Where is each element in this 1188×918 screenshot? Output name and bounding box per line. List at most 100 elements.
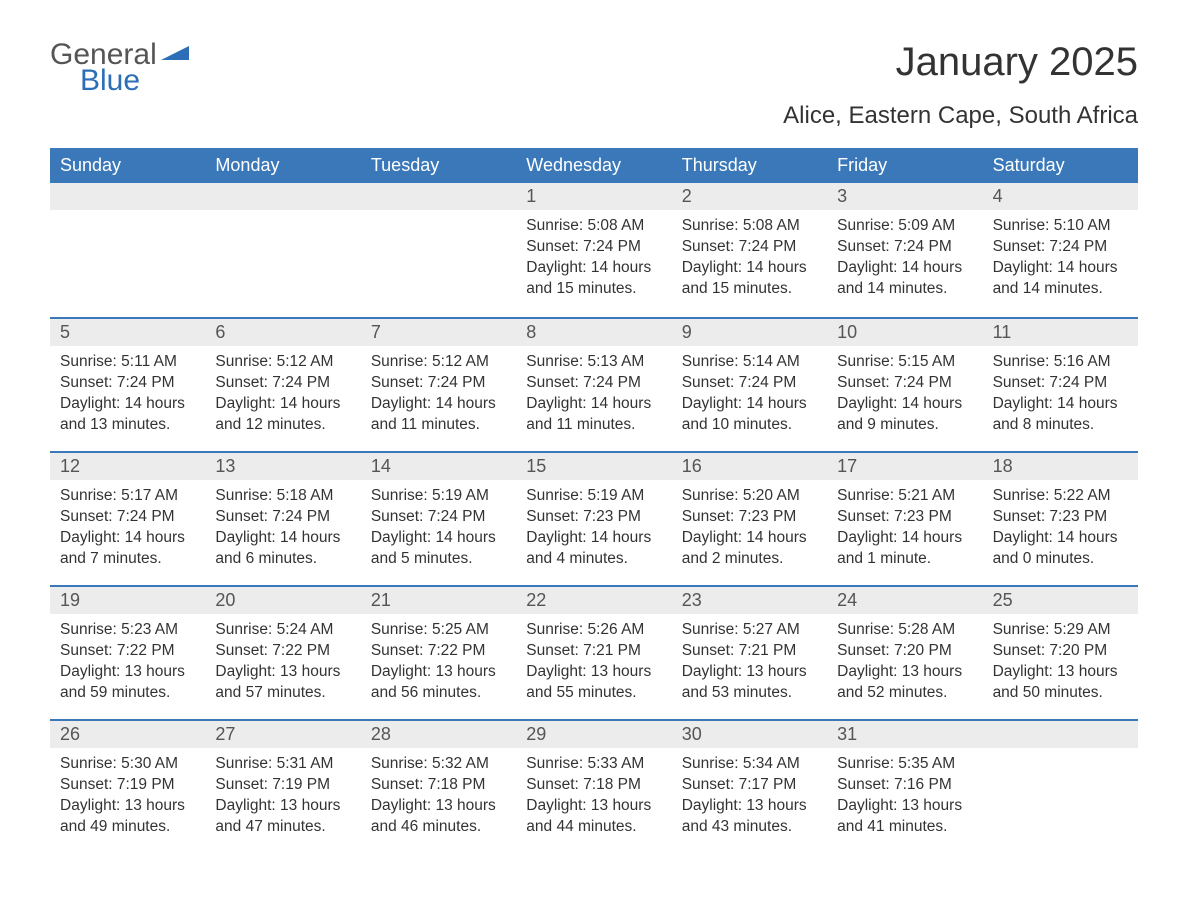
daylight-text: Daylight: 14 hours and 6 minutes. [215,528,350,570]
sunset-text: Sunset: 7:24 PM [837,237,972,258]
day-cell [50,183,205,317]
day-cell: 16Sunrise: 5:20 AMSunset: 7:23 PMDayligh… [672,453,827,585]
day-cell: 23Sunrise: 5:27 AMSunset: 7:21 PMDayligh… [672,587,827,719]
daylight-text: Daylight: 14 hours and 12 minutes. [215,394,350,436]
sunset-text: Sunset: 7:23 PM [993,507,1128,528]
day-cell: 27Sunrise: 5:31 AMSunset: 7:19 PMDayligh… [205,721,360,853]
sunset-text: Sunset: 7:20 PM [993,641,1128,662]
daylight-text: Daylight: 14 hours and 11 minutes. [526,394,661,436]
day-body: Sunrise: 5:13 AMSunset: 7:24 PMDaylight:… [516,346,671,448]
daylight-text: Daylight: 13 hours and 53 minutes. [682,662,817,704]
day-body: Sunrise: 5:26 AMSunset: 7:21 PMDaylight:… [516,614,671,716]
day-number: 13 [205,453,360,480]
sunset-text: Sunset: 7:24 PM [682,373,817,394]
day-body: Sunrise: 5:33 AMSunset: 7:18 PMDaylight:… [516,748,671,850]
day-cell: 1Sunrise: 5:08 AMSunset: 7:24 PMDaylight… [516,183,671,317]
day-number: 25 [983,587,1138,614]
sunrise-text: Sunrise: 5:34 AM [682,754,817,775]
sunrise-text: Sunrise: 5:32 AM [371,754,506,775]
weekday-header: Sunday [50,148,205,183]
day-cell: 30Sunrise: 5:34 AMSunset: 7:17 PMDayligh… [672,721,827,853]
sunrise-text: Sunrise: 5:12 AM [215,352,350,373]
daylight-text: Daylight: 14 hours and 0 minutes. [993,528,1128,570]
day-cell: 17Sunrise: 5:21 AMSunset: 7:23 PMDayligh… [827,453,982,585]
day-cell: 25Sunrise: 5:29 AMSunset: 7:20 PMDayligh… [983,587,1138,719]
sunset-text: Sunset: 7:17 PM [682,775,817,796]
day-number: 23 [672,587,827,614]
day-cell: 7 Sunrise: 5:12 AMSunset: 7:24 PMDaylight… [361,319,516,451]
sunrise-text: Sunrise: 5:30 AM [60,754,195,775]
daylight-text: Daylight: 14 hours and 11 minutes. [371,394,506,436]
sunset-text: Sunset: 7:24 PM [526,373,661,394]
sunset-text: Sunset: 7:22 PM [371,641,506,662]
day-body: Sunrise: 5:30 AMSunset: 7:19 PMDaylight:… [50,748,205,850]
day-number [361,183,516,210]
daylight-text: Daylight: 14 hours and 5 minutes. [371,528,506,570]
sunset-text: Sunset: 7:24 PM [993,373,1128,394]
day-body: Sunrise: 5:16 AMSunset: 7:24 PMDaylight:… [983,346,1138,448]
day-cell: 18Sunrise: 5:22 AMSunset: 7:23 PMDayligh… [983,453,1138,585]
daylight-text: Daylight: 13 hours and 57 minutes. [215,662,350,704]
day-cell: 9Sunrise: 5:14 AMSunset: 7:24 PMDaylight… [672,319,827,451]
day-cell: 15Sunrise: 5:19 AMSunset: 7:23 PMDayligh… [516,453,671,585]
day-cell: 3Sunrise: 5:09 AMSunset: 7:24 PMDaylight… [827,183,982,317]
day-cell: 6Sunrise: 5:12 AMSunset: 7:24 PMDaylight… [205,319,360,451]
day-cell: 19Sunrise: 5:23 AMSunset: 7:22 PMDayligh… [50,587,205,719]
daylight-text: Daylight: 13 hours and 46 minutes. [371,796,506,838]
day-body: Sunrise: 5:35 AMSunset: 7:16 PMDaylight:… [827,748,982,850]
sunset-text: Sunset: 7:20 PM [837,641,972,662]
day-cell: 20Sunrise: 5:24 AMSunset: 7:22 PMDayligh… [205,587,360,719]
sunrise-text: Sunrise: 5:35 AM [837,754,972,775]
sunrise-text: Sunrise: 5:19 AM [526,486,661,507]
sunset-text: Sunset: 7:18 PM [371,775,506,796]
day-number: 20 [205,587,360,614]
logo: General Blue [50,40,189,96]
weekday-header-row: SundayMondayTuesdayWednesdayThursdayFrid… [50,148,1138,183]
sunset-text: Sunset: 7:19 PM [215,775,350,796]
sunrise-text: Sunrise: 5:29 AM [993,620,1128,641]
calendar-week: 1 Sunrise: 5:08 AM Sunset: 7:24 PM Daylight… [50,183,1138,317]
day-number: 5 [50,319,205,346]
day-number: 7 [361,319,516,346]
day-body: Sunrise: 5:12 AMSunset: 7:24 PMDaylight:… [205,346,360,448]
daylight-text: Daylight: 13 hours and 47 minutes. [215,796,350,838]
sunrise-text: Sunrise: 5:26 AM [526,620,661,641]
logo-text-blue: Blue [80,66,189,96]
daylight-text: Daylight: 13 hours and 43 minutes. [682,796,817,838]
daylight-text: Daylight: 13 hours and 52 minutes. [837,662,972,704]
daylight-text: Daylight: 13 hours and 55 minutes. [526,662,661,704]
sunset-text: Sunset: 7:16 PM [837,775,972,796]
day-number: 31 [827,721,982,748]
day-body: Sunrise: 5:28 AMSunset: 7:20 PMDaylight:… [827,614,982,716]
day-body: Sunrise: 5:11 AMSunset: 7:24 PMDaylight:… [50,346,205,448]
calendar-weeks: 1Sunrise: 5:08 AMSunset: 7:24 PMDaylight… [50,183,1138,853]
day-number: 1 [516,183,671,210]
sunset-text: Sunset: 7:24 PM [60,373,195,394]
weekday-header: Monday [205,148,360,183]
day-cell: 12Sunrise: 5:17 AMSunset: 7:24 PMDayligh… [50,453,205,585]
day-number: 26 [50,721,205,748]
day-number: 2 [672,183,827,210]
sunset-text: Sunset: 7:19 PM [60,775,195,796]
sunrise-text: Sunrise: 5:10 AM [993,216,1128,237]
sunrise-text: Sunrise: 5:08 AM [526,216,661,237]
day-cell: 10Sunrise: 5:15 AMSunset: 7:24 PMDayligh… [827,319,982,451]
daylight-text: Daylight: 14 hours and 7 minutes. [60,528,195,570]
sunrise-text: Sunrise: 5:12 AM [371,352,506,373]
sunrise-text: Sunrise: 5:17 AM [60,486,195,507]
day-number: 18 [983,453,1138,480]
daylight-text: Daylight: 14 hours and 1 minute. [837,528,972,570]
calendar-week: 5Sunrise: 5:11 AMSunset: 7:24 PMDaylight… [50,317,1138,451]
calendar-week: 26Sunrise: 5:30 AMSunset: 7:19 PMDayligh… [50,719,1138,853]
sunset-text: Sunset: 7:24 PM [371,373,506,394]
sunrise-text: Sunrise: 5:09 AM [837,216,972,237]
day-cell [205,183,360,317]
calendar-week: 12Sunrise: 5:17 AMSunset: 7:24 PMDayligh… [50,451,1138,585]
daylight-text: Daylight: 14 hours and 4 minutes. [526,528,661,570]
sunrise-text: Sunrise: 5:18 AM [215,486,350,507]
daylight-text: Daylight: 14 hours and 15 minutes. [682,258,817,300]
day-body: Sunrise: 5:17 AMSunset: 7:24 PMDaylight:… [50,480,205,582]
daylight-text: Daylight: 13 hours and 44 minutes. [526,796,661,838]
sunrise-text: Sunrise: 5:11 AM [60,352,195,373]
day-body: Sunrise: 5:32 AMSunset: 7:18 PMDaylight:… [361,748,516,850]
